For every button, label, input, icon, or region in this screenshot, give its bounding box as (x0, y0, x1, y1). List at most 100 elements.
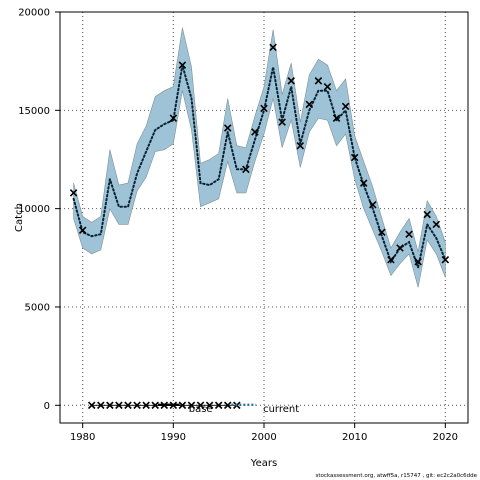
cross-stroke (323, 82, 332, 91)
cross-stroke (396, 244, 404, 252)
credit-text: stockassessment.org, atwff5a, r15747 , g… (315, 473, 477, 479)
cross-stroke (169, 114, 178, 122)
catch-point (396, 244, 404, 252)
catch-point (432, 220, 441, 229)
cross-stroke (260, 104, 268, 113)
cross-stroke (205, 401, 214, 410)
x-tick-label: 1990 (161, 432, 186, 443)
cross-stroke (314, 77, 323, 85)
catch-point (223, 124, 232, 132)
y-axis-title: Catch (14, 203, 25, 232)
base-point (87, 401, 96, 410)
base-point (223, 401, 232, 410)
x-tick-label: 2020 (433, 432, 458, 443)
x-tick-label: 2010 (342, 432, 367, 443)
cross-stroke (414, 257, 422, 266)
cross-stroke (214, 401, 223, 410)
cross-stroke (305, 100, 314, 109)
cross-stroke (178, 61, 187, 69)
cross-stroke (369, 200, 377, 209)
cross-stroke (350, 153, 359, 162)
base-point (196, 401, 205, 410)
cross-stroke (441, 256, 450, 264)
catch-point (332, 114, 341, 122)
y-tick-label: 10000 (18, 204, 50, 215)
cross-stroke (124, 401, 132, 410)
catch-point (278, 118, 286, 126)
cross-stroke (69, 189, 78, 197)
cross-stroke (332, 114, 341, 122)
catch-point (251, 128, 259, 136)
base-point (151, 401, 159, 410)
catch-point (359, 179, 368, 187)
legend-label-base: base (189, 404, 213, 415)
catch-point (314, 77, 323, 85)
cross-stroke (223, 401, 232, 410)
data-markers (69, 43, 450, 410)
cross-stroke (196, 401, 205, 410)
catch-point (405, 230, 413, 238)
confidence-band-current (73, 27, 446, 288)
base-point (178, 401, 187, 410)
catch-point (323, 82, 332, 91)
cross-stroke (387, 256, 395, 264)
catch-point (350, 153, 359, 162)
cross-stroke (87, 401, 96, 410)
base-point (142, 401, 150, 410)
cross-stroke (269, 43, 277, 52)
base-point (214, 401, 223, 410)
legend-label-current: current (263, 404, 299, 415)
cross-stroke (115, 401, 123, 410)
y-tick-label: 5000 (25, 302, 50, 313)
catch-point (423, 210, 431, 219)
x-axis-title: Years (250, 458, 277, 469)
base-point (97, 401, 105, 410)
base-point (124, 401, 132, 410)
cross-stroke (287, 77, 295, 85)
cross-stroke (78, 226, 87, 235)
catch-point (296, 141, 305, 150)
cross-stroke (223, 124, 232, 132)
base-point (205, 401, 214, 410)
base-point (133, 401, 141, 410)
base-point (187, 401, 196, 410)
catch-point (242, 165, 250, 174)
catch-point (287, 77, 295, 85)
cross-stroke (359, 179, 368, 187)
cross-stroke (133, 401, 141, 410)
catch-point (178, 61, 187, 69)
catch-point (305, 100, 314, 109)
cross-stroke (97, 401, 105, 410)
series-line-current (72, 64, 447, 272)
cross-stroke (378, 228, 386, 237)
cross-stroke (432, 220, 441, 229)
catch-point (441, 256, 450, 264)
legend: base current (157, 403, 299, 415)
cross-stroke (278, 118, 286, 126)
cross-stroke (296, 141, 305, 150)
catch-point (78, 226, 87, 235)
cross-stroke (242, 165, 250, 174)
cross-stroke (178, 401, 187, 410)
cross-stroke (423, 210, 431, 219)
cross-stroke (341, 102, 350, 111)
catch-point (260, 104, 268, 113)
cross-stroke (151, 401, 159, 410)
catch-point (387, 256, 395, 264)
x-tick-label: 1980 (70, 432, 95, 443)
axes: 1980 1990 2000 2010 2020 0 5000 10000 15000 20000 (18, 8, 458, 444)
base-point (115, 401, 123, 410)
y-tick-label: 20000 (18, 8, 50, 19)
cross-stroke (251, 128, 259, 136)
cross-stroke (405, 230, 413, 238)
y-tick-label: 0 (44, 401, 50, 412)
base-point (106, 401, 114, 410)
catch-point (169, 114, 178, 122)
catch-point (369, 200, 377, 209)
cross-stroke (187, 401, 196, 410)
catch-point (414, 257, 422, 266)
catch-point (69, 189, 78, 197)
x-tick-label: 2000 (251, 432, 276, 443)
catch-point (269, 43, 277, 52)
